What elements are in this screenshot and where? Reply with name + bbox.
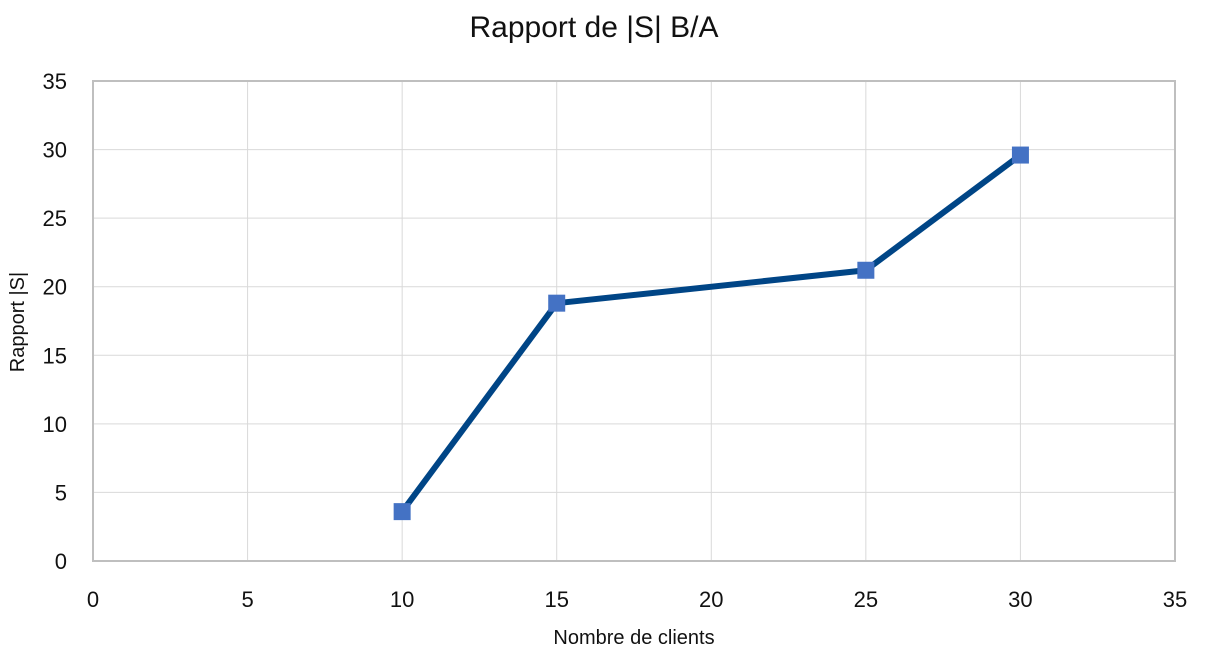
y-tick-label: 30 — [43, 138, 67, 163]
x-tick-label: 5 — [241, 587, 253, 612]
y-tick-label: 0 — [55, 549, 67, 574]
data-point-marker — [548, 294, 566, 312]
y-axis-label: Rapport |S| — [7, 272, 29, 372]
y-tick-label: 15 — [43, 343, 67, 368]
x-axis-label: Nombre de clients — [553, 627, 714, 649]
data-point-marker — [393, 503, 411, 521]
x-tick-label: 30 — [1008, 587, 1032, 612]
y-tick-label: 5 — [55, 480, 67, 505]
y-tick-label: 35 — [43, 69, 67, 94]
data-point-marker — [857, 261, 875, 279]
x-tick-label: 10 — [390, 587, 414, 612]
grid-lines — [92, 80, 1176, 562]
plot-area-border — [92, 80, 1176, 562]
x-tick-label: 0 — [87, 587, 99, 612]
y-tick-label: 10 — [43, 412, 67, 437]
y-tick-label: 25 — [43, 206, 67, 231]
y-tick-label: 20 — [43, 275, 67, 300]
x-tick-label: 15 — [544, 587, 568, 612]
x-axis-ticks: 0 5 10 15 20 25 30 35 — [87, 587, 1187, 612]
chart-title: Rapport de |S| B/A — [469, 11, 718, 44]
series-line — [399, 152, 1024, 515]
y-axis-ticks: 0 5 10 15 20 25 30 35 — [43, 69, 67, 574]
x-tick-label: 25 — [854, 587, 878, 612]
series-layer — [393, 146, 1029, 521]
data-point-marker — [1011, 146, 1029, 164]
x-tick-label: 35 — [1163, 587, 1187, 612]
x-tick-label: 20 — [699, 587, 723, 612]
